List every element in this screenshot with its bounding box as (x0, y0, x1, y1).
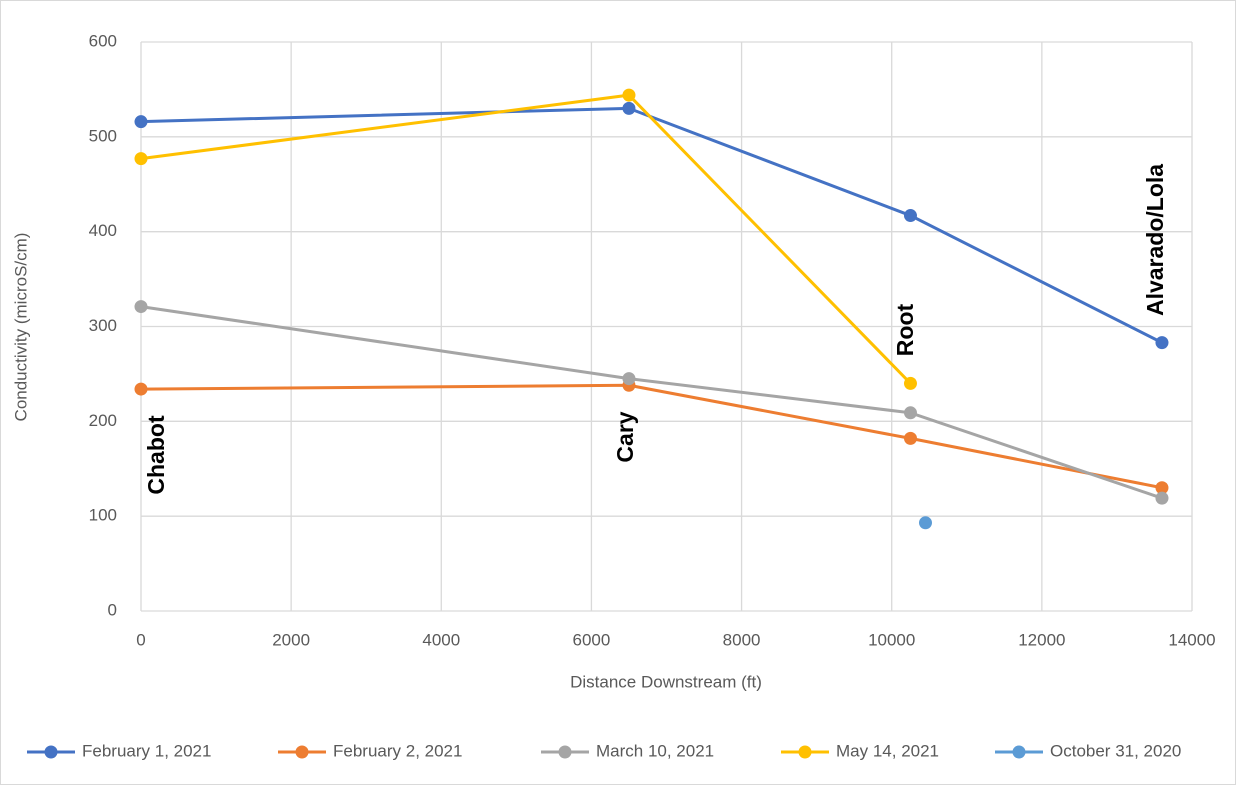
data-point (1155, 491, 1169, 505)
legend-swatch-marker (558, 745, 572, 759)
annotation: Chabot (143, 415, 169, 495)
x-tick-label: 8000 (723, 630, 761, 649)
data-point (903, 406, 917, 420)
data-point (903, 431, 917, 445)
legend-swatch-marker (295, 745, 309, 759)
y-tick-label: 300 (89, 316, 117, 335)
series-line (140, 305, 1163, 500)
legend-label: February 2, 2021 (333, 741, 462, 760)
data-point (903, 209, 917, 223)
legend-swatch-marker (798, 745, 812, 759)
data-point (622, 88, 636, 102)
series-line (140, 383, 1163, 490)
series-line (140, 106, 1163, 344)
data-point (622, 372, 636, 386)
x-tick-label: 12000 (1018, 630, 1065, 649)
legend-label: October 31, 2020 (1050, 741, 1181, 760)
legend-label: February 1, 2021 (82, 741, 211, 760)
x-tick-label: 2000 (272, 630, 310, 649)
data-point (134, 300, 148, 314)
x-tick-label: 10000 (868, 630, 915, 649)
data-point (1155, 481, 1169, 495)
annotation: Cary (612, 411, 638, 462)
data-point (903, 376, 917, 390)
x-tick-label: 4000 (422, 630, 460, 649)
legend-swatch-marker (44, 745, 58, 759)
annotation: Root (892, 303, 918, 356)
data-point (918, 516, 932, 530)
data-point (134, 115, 148, 129)
data-point (134, 382, 148, 396)
legend-swatch-marker (1012, 745, 1026, 759)
data-point (134, 152, 148, 166)
x-tick-label: 0 (136, 630, 145, 649)
y-tick-label: 0 (108, 600, 117, 619)
data-point (622, 101, 636, 115)
y-axis-label: Conductivity (microS/cm) (11, 233, 30, 422)
x-tick-label: 14000 (1168, 630, 1215, 649)
y-tick-label: 500 (89, 126, 117, 145)
y-tick-label: 600 (89, 31, 117, 50)
y-tick-label: 100 (89, 506, 117, 525)
annotation: Alvarado/Lola (1142, 164, 1168, 316)
x-axis-label: Distance Downstream (ft) (570, 672, 762, 691)
data-point (1155, 336, 1169, 350)
legend-label: May 14, 2021 (836, 741, 939, 760)
y-tick-label: 200 (89, 411, 117, 430)
legend-label: March 10, 2021 (596, 741, 714, 760)
x-tick-label: 6000 (573, 630, 611, 649)
y-tick-label: 400 (89, 221, 117, 240)
